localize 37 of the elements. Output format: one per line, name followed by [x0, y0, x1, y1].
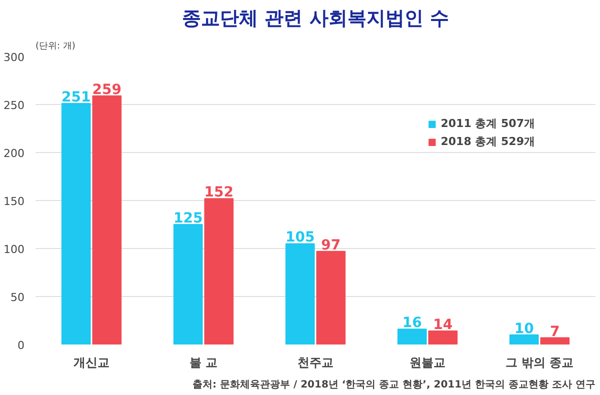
bar [61, 103, 91, 344]
legend-label: 2018 총계 529개 [440, 134, 535, 149]
bar [397, 328, 427, 344]
bar [173, 224, 203, 344]
data-label: 16 [402, 315, 422, 332]
data-label: 14 [433, 317, 453, 334]
bar [509, 334, 539, 344]
source-note: 출처: 문화체육관광부 / 2018년 ‘한국의 종교 현황’, 2011년 한국의 종교현황 조사 연구 [192, 380, 596, 390]
bar [540, 337, 570, 344]
bar [316, 250, 346, 344]
bar [428, 330, 458, 344]
y-tick-label: 200 [4, 147, 25, 160]
bar [285, 243, 315, 344]
y-axis-title: (단위: 개) [36, 42, 76, 52]
x-tick-label: 불 교 [189, 356, 218, 370]
x-tick-label: 그 밖의 종교 [505, 356, 574, 370]
data-label: 105 [285, 230, 315, 246]
y-tick-label: 100 [4, 243, 25, 256]
x-tick-label: 천주교 [298, 356, 334, 370]
data-label: 251 [61, 90, 91, 106]
data-label: 97 [321, 237, 341, 254]
legend-label: 2011 총계 507개 [440, 116, 535, 131]
data-label: 259 [92, 82, 122, 98]
bar [92, 95, 122, 344]
y-tick-label: 150 [4, 195, 25, 208]
x-tick-label: 원불교 [410, 356, 446, 370]
y-tick-label: 250 [4, 99, 25, 112]
data-label: 7 [550, 324, 560, 340]
bar [204, 198, 234, 344]
data-label: 10 [514, 320, 534, 337]
data-label: 152 [204, 184, 234, 201]
data-label: 125 [173, 210, 203, 226]
x-tick-label: 개신교 [74, 356, 110, 370]
y-tick-label: 0 [18, 339, 24, 352]
y-tick-label: 300 [4, 51, 25, 64]
chart-title: 종교단체 관련 사회복지법인 수 [182, 8, 449, 30]
y-tick-label: 50 [10, 291, 25, 304]
